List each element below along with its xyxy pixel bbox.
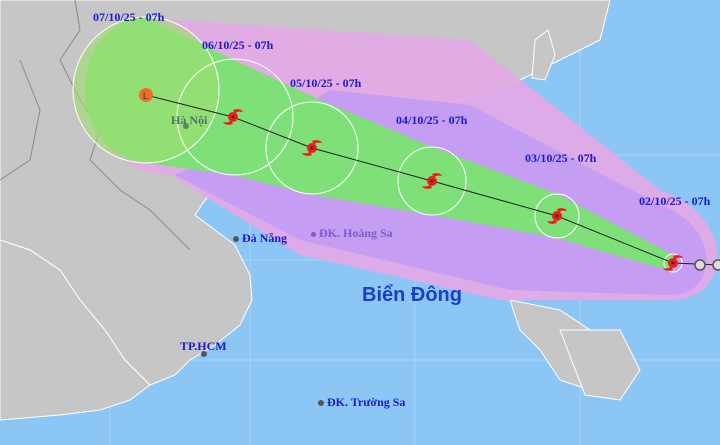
island-hoangsa-label: ĐK. Hoàng Sa: [319, 226, 393, 240]
island-hoangsa: ĐK. Hoàng Sa: [311, 226, 393, 241]
storm-zone: [85, 17, 673, 272]
label-02-10: 02/10/25 - 07h: [639, 194, 711, 208]
typhoon-icon: [663, 255, 683, 271]
city-marker: [233, 236, 239, 243]
low-pressure-icon: L: [139, 88, 153, 102]
label-06-10: 06/10/25 - 07h: [202, 38, 274, 52]
label-04-10: 04/10/25 - 07h: [396, 113, 468, 127]
hanoi-marker: [183, 123, 189, 129]
island-marker: [311, 231, 316, 237]
typhoon-icon: [223, 109, 243, 125]
label-03-10: 03/10/25 - 07h: [525, 151, 597, 165]
typhoon-icon: [547, 208, 567, 224]
label-07-10: 07/10/25 - 07h: [93, 10, 165, 24]
sea-label: Biển Đông: [362, 284, 462, 306]
island-marker: [318, 400, 324, 407]
svg-text:L: L: [143, 91, 148, 101]
city-danang-label: Đà Nẵng: [242, 231, 288, 245]
city-hcm: TP.HCM: [180, 339, 227, 353]
typhoon-icon: [302, 140, 322, 156]
island-truongsa: ĐK. Trường Sa: [318, 395, 405, 410]
borders: [0, 0, 191, 251]
typhoon-icon: [422, 173, 442, 189]
city-hanoi: Hà Nội: [171, 113, 208, 127]
label-05-10: 05/10/25 - 07h: [290, 76, 362, 90]
city-danang: Đà Nẵng: [233, 231, 287, 246]
city-hcm-marker: [201, 351, 207, 357]
typhoon-icons: [223, 109, 683, 271]
past-positions: [694, 259, 720, 271]
island-truongsa-label: ĐK. Trường Sa: [327, 395, 406, 409]
